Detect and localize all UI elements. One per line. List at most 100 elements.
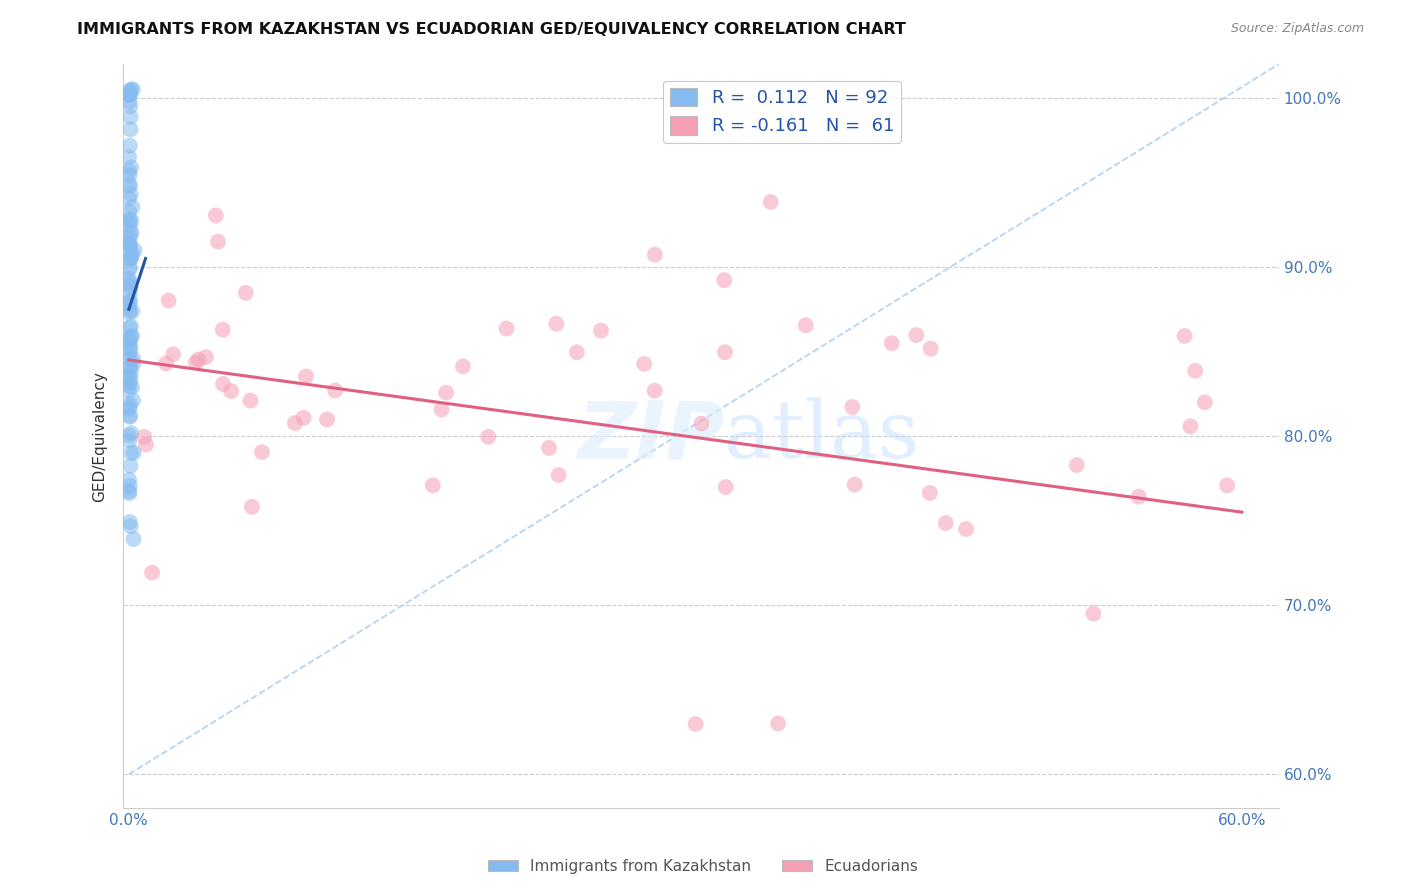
Point <box>713 273 735 287</box>
Point <box>118 384 141 398</box>
Point <box>118 473 141 487</box>
Point <box>118 271 141 285</box>
Point <box>451 359 474 374</box>
Point <box>204 209 226 223</box>
Point <box>295 369 318 384</box>
Point <box>118 428 141 442</box>
Text: ZIP: ZIP <box>576 397 724 475</box>
Point <box>118 334 141 348</box>
Legend: R =  0.112   N = 92, R = -0.161   N =  61: R = 0.112 N = 92, R = -0.161 N = 61 <box>662 80 901 143</box>
Point <box>905 328 928 343</box>
Point <box>120 252 142 266</box>
Point <box>120 251 142 265</box>
Point <box>118 400 141 414</box>
Point <box>120 338 142 352</box>
Point <box>935 516 957 530</box>
Point <box>120 343 142 358</box>
Point <box>118 168 141 182</box>
Point <box>118 409 141 423</box>
Point <box>955 522 977 536</box>
Point <box>118 164 141 178</box>
Point <box>589 324 612 338</box>
Point <box>135 437 157 451</box>
Point <box>120 371 142 385</box>
Point <box>118 251 141 265</box>
Legend: Immigrants from Kazakhstan, Ecuadorians: Immigrants from Kazakhstan, Ecuadorians <box>481 853 925 880</box>
Point <box>120 110 142 124</box>
Point <box>120 519 142 533</box>
Point <box>547 468 569 483</box>
Point <box>434 385 457 400</box>
Point <box>118 211 141 226</box>
Point <box>120 446 142 460</box>
Point <box>121 200 143 214</box>
Point <box>920 342 942 356</box>
Point <box>1216 478 1239 492</box>
Point <box>155 356 177 370</box>
Point <box>118 295 141 310</box>
Point <box>118 262 141 277</box>
Point <box>122 357 145 371</box>
Point <box>134 430 156 444</box>
Point <box>120 361 142 376</box>
Point <box>1128 490 1150 504</box>
Point <box>118 150 141 164</box>
Point <box>766 716 789 731</box>
Point <box>120 225 142 239</box>
Point <box>118 320 141 334</box>
Point <box>118 486 141 500</box>
Point <box>122 393 145 408</box>
Point <box>120 280 142 294</box>
Point <box>121 227 143 241</box>
Point <box>118 275 141 289</box>
Point <box>118 379 141 393</box>
Point <box>118 178 141 192</box>
Point <box>118 306 141 320</box>
Point <box>118 260 141 274</box>
Point <box>120 187 142 202</box>
Point <box>120 293 142 308</box>
Point <box>546 317 568 331</box>
Point <box>1066 458 1088 472</box>
Point <box>292 410 315 425</box>
Point <box>118 215 141 229</box>
Point <box>118 397 141 411</box>
Point <box>157 293 180 308</box>
Point <box>120 245 142 260</box>
Point <box>118 238 141 252</box>
Point <box>118 402 141 417</box>
Point <box>207 235 229 249</box>
Point <box>122 445 145 459</box>
Point <box>141 566 163 580</box>
Point <box>240 500 263 514</box>
Point <box>184 355 207 369</box>
Point <box>118 138 141 153</box>
Point <box>118 87 141 102</box>
Point <box>212 377 235 392</box>
Point <box>880 336 903 351</box>
Point <box>118 87 141 102</box>
Point <box>118 376 141 390</box>
Point <box>120 319 142 334</box>
Point <box>633 357 655 371</box>
Point <box>118 352 141 367</box>
Point <box>118 237 141 252</box>
Point <box>121 247 143 261</box>
Point <box>118 484 141 499</box>
Point <box>122 351 145 366</box>
Point <box>118 88 141 103</box>
Point <box>685 717 707 731</box>
Point <box>714 480 737 494</box>
Point <box>187 352 209 367</box>
Point <box>316 412 339 426</box>
Point <box>212 323 235 337</box>
Point <box>118 277 141 292</box>
Point <box>121 328 143 343</box>
Text: IMMIGRANTS FROM KAZAKHSTAN VS ECUADORIAN GED/EQUIVALENCY CORRELATION CHART: IMMIGRANTS FROM KAZAKHSTAN VS ECUADORIAN… <box>77 22 907 37</box>
Point <box>194 350 217 364</box>
Point <box>118 332 141 346</box>
Point <box>118 236 141 251</box>
Point <box>162 347 184 361</box>
Point <box>118 191 141 205</box>
Point <box>1184 364 1206 378</box>
